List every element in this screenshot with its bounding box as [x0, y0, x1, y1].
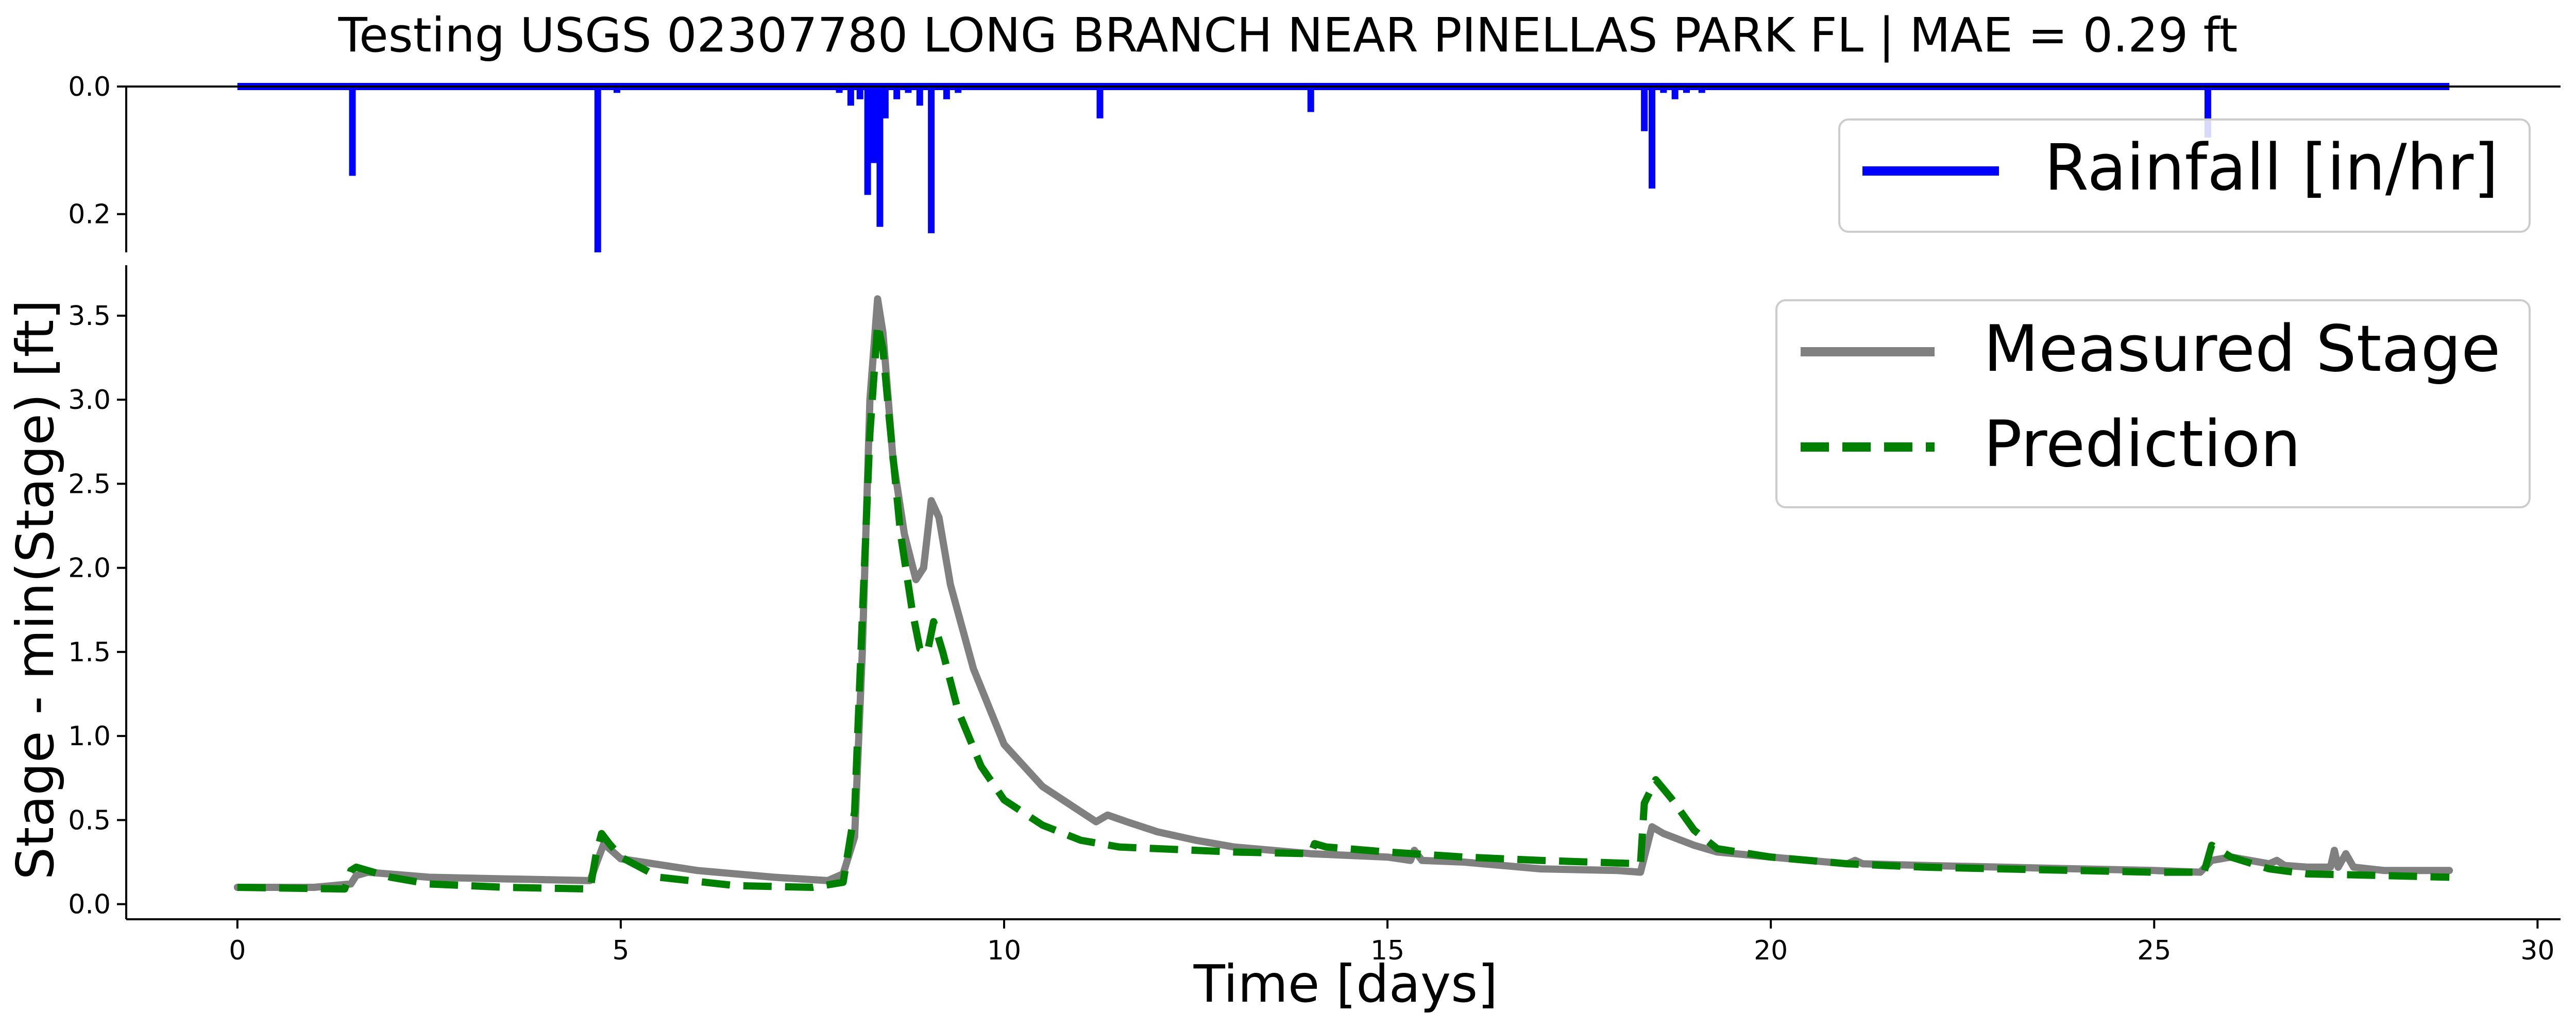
rainfall-y-tick-label: 0.0 [68, 72, 111, 102]
rainfall-legend-box [1838, 118, 2531, 233]
stage-x-ticks: 0 5 10 15 20 25 30 [229, 919, 2554, 966]
stage-x-tick-label: 0 [229, 935, 246, 966]
stage-x-tick-label: 25 [2137, 935, 2171, 966]
stage-x-tick-label: 5 [612, 935, 629, 966]
rainfall-legend: Rainfall [in/hr] [1838, 118, 2531, 233]
chart-title: Testing USGS 02307780 LONG BRANCH NEAR P… [338, 8, 2238, 63]
stage-x-tick-label: 20 [1754, 935, 1788, 966]
stage-y-tick-label: 3.5 [68, 301, 111, 332]
rainfall-panel: 0.0 0.2 Rainfall [in/hr] [68, 72, 2561, 252]
stage-x-tick-label: 10 [987, 935, 1021, 966]
stage-y-ticks: 0.0 0.5 1.0 1.5 2.0 2.5 3.0 3.5 [68, 301, 126, 920]
stage-y-tick-label: 1.0 [68, 721, 111, 752]
rainfall-axes [125, 85, 2561, 252]
stage-panel: 0 5 10 15 20 25 30 0.0 0.5 1.0 1.5 2.0 2.5 3.0 3.5 Ti… [5, 265, 2561, 1014]
stage-y-tick-label: 2.0 [68, 553, 111, 584]
stage-legend-box [1775, 299, 2531, 508]
x-axis-label: Time [days] [1193, 954, 1498, 1014]
stage-y-tick-label: 2.5 [68, 469, 111, 500]
rainfall-y-tick-label: 0.2 [68, 199, 111, 230]
stage-x-tick-label: 30 [2520, 935, 2554, 966]
prediction-line [237, 320, 2450, 893]
prediction-legend-label: Prediction [1984, 407, 2301, 482]
stage-y-tick-label: 0.0 [68, 889, 111, 920]
stage-legend: Measured Stage Prediction [1775, 299, 2531, 508]
measured-legend-label: Measured Stage [1984, 312, 2500, 386]
rainfall-y-ticks: 0.0 0.2 [68, 72, 126, 230]
stage-series [233, 295, 2453, 893]
rainfall-legend-label: Rainfall [in/hr] [2044, 131, 2499, 205]
y-axis-label: Stage - min(Stage) [ft] [5, 300, 65, 880]
stage-y-tick-label: 1.5 [68, 637, 111, 668]
stage-y-tick-label: 3.0 [68, 385, 111, 416]
stage-y-tick-label: 0.5 [68, 805, 111, 836]
stage-x-tick-label: 15 [1370, 935, 1404, 966]
measured-stage-line [233, 295, 2453, 891]
